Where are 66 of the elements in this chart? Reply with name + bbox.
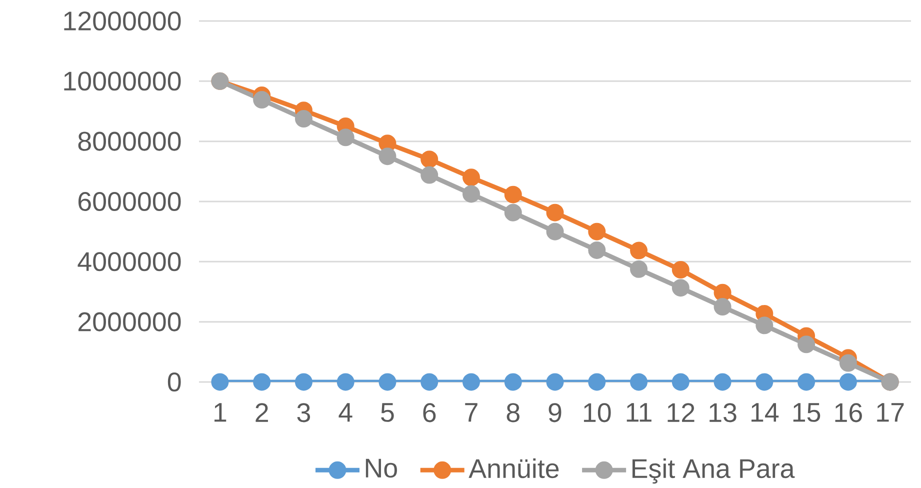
point [504,186,522,204]
point [546,222,564,240]
point [504,373,522,391]
point [839,373,857,391]
point [672,279,690,297]
x-tick-label: 8 [506,403,520,422]
x-tick-label: 12 [668,403,694,422]
point [462,168,480,186]
point [714,373,732,391]
x-tick-label: 4 [338,403,352,422]
point [714,298,732,316]
point [253,373,271,391]
point [798,336,816,354]
x-tick-label: 15 [793,403,820,422]
point [378,148,396,166]
point [798,373,816,391]
point [630,373,648,391]
point [672,261,690,279]
point [462,185,480,203]
y-tick-label: 8000000 [78,132,181,151]
point [462,373,480,391]
point [588,222,606,240]
x-tick-label: 9 [548,403,562,422]
point [588,373,606,391]
point [336,128,354,146]
point [420,166,438,184]
y-tick-label: 12000000 [64,11,181,31]
point [420,150,438,168]
point [294,110,312,128]
point [630,242,648,260]
legend-label: Annüite [468,458,559,478]
x-tick-label: 16 [835,403,862,422]
point [378,373,396,391]
y-tick-label: 2000000 [78,312,181,332]
y-tick-label: 6000000 [78,192,181,212]
y-tick-label: 10000000 [64,72,181,91]
point [420,373,438,391]
x-tick-label: 5 [381,403,394,422]
x-tick-label: 14 [752,403,779,422]
point [504,204,522,222]
point [336,373,354,391]
point [756,373,774,391]
x-tick-label: 17 [877,403,904,422]
y-tick-label: 0 [168,372,181,392]
point [714,284,732,302]
y-tick-label: 4000000 [78,252,181,272]
point [211,373,229,391]
x-tick-label: 2 [256,403,268,422]
x-tick-label: 7 [465,403,478,422]
point [294,373,312,391]
point [546,204,564,222]
x-tick-label: 3 [297,403,310,422]
x-tick-label: 13 [710,403,736,422]
x-tick-label: 1 [214,403,226,422]
point [546,373,564,391]
point [756,316,774,334]
point [588,241,606,259]
point [839,354,857,372]
legend-label: No [366,458,397,478]
x-tick-label: 10 [584,403,611,422]
point [630,260,648,278]
point [253,91,271,109]
x-tick-label: 6 [423,403,436,422]
legend-label: Eşit Ana Para [632,458,795,484]
point [672,373,690,391]
x-tick-label: 11 [626,403,652,422]
